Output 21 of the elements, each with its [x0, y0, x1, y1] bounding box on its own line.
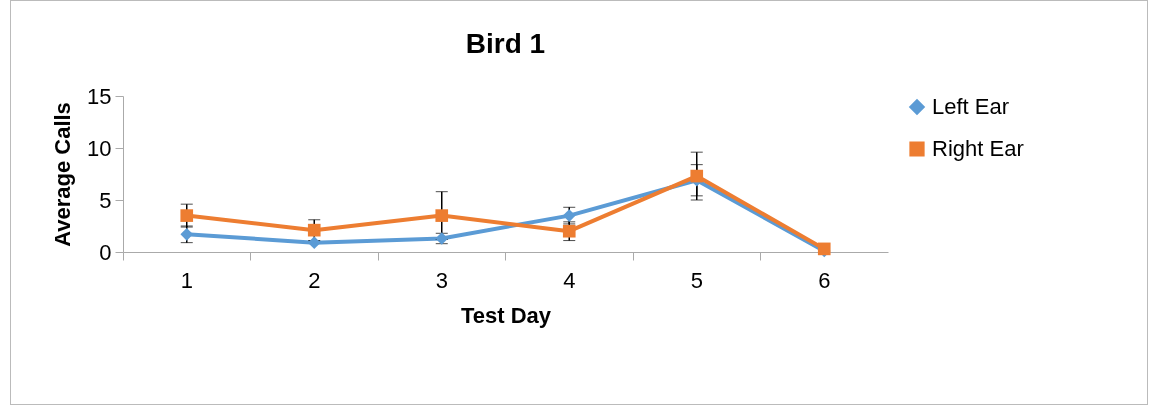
- x-tick-label: 6: [818, 267, 831, 293]
- y-axis-title: Average Calls: [50, 102, 76, 247]
- point: [690, 169, 704, 183]
- point: [307, 223, 321, 237]
- x-tick-label: 2: [308, 267, 321, 293]
- y-tick-label: 15: [87, 83, 112, 109]
- point: [562, 224, 576, 238]
- chart-title: Bird 1: [465, 28, 546, 59]
- x-tick-label: 1: [180, 267, 193, 293]
- x-axis-title: Test Day: [460, 302, 552, 328]
- legend-label: Left Ear: [932, 94, 1010, 119]
- y-tick-label: 10: [87, 135, 112, 161]
- y-tick-label: 0: [99, 239, 112, 265]
- point: [435, 209, 449, 222]
- x-tick-label: 3: [435, 267, 448, 293]
- point: [307, 236, 321, 249]
- y-tick-label: 5: [99, 187, 112, 213]
- legend-label: Right Ear: [932, 136, 1024, 161]
- x-tick-label: 4: [563, 267, 576, 293]
- x-tick-label: 5: [690, 267, 703, 293]
- point: [180, 209, 194, 222]
